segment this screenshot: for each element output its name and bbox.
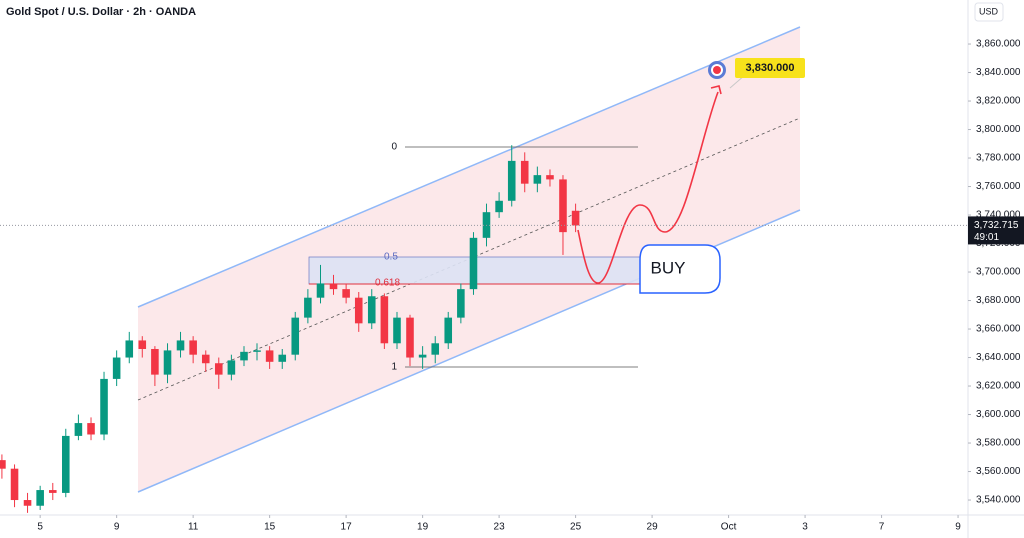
candle-body (10, 468, 19, 501)
candle-body (533, 175, 542, 184)
countdown-label: 49:01 (974, 232, 999, 243)
buy-bubble (639, 244, 721, 294)
candle-body (87, 423, 95, 435)
candle-body (393, 317, 401, 344)
candle-body (304, 297, 312, 318)
y-tick-label: 3,560.000 (976, 466, 1021, 477)
candle-body (469, 237, 478, 290)
target-box (735, 58, 805, 78)
x-tick-label: 5 (37, 522, 43, 533)
candle-body (520, 160, 529, 184)
candle-body (367, 296, 376, 324)
y-tick-label: 3,620.000 (976, 381, 1021, 392)
candle-body (342, 289, 350, 298)
projection-arrow (710, 85, 722, 95)
candle-body (457, 289, 465, 318)
candle-body (61, 435, 70, 493)
drawings: 0 0.5 0.618 1 BUY 3,830.000 (137, 26, 805, 493)
last-price-label: 3,732.715 (974, 220, 1019, 231)
candle-body (444, 317, 453, 344)
y-tick-label: 3,760.000 (976, 181, 1021, 192)
y-tick-label: 3,820.000 (976, 96, 1021, 107)
chart-title: Gold Spot / U.S. Dollar · 2h · OANDA (6, 6, 196, 18)
y-tick-label: 3,600.000 (976, 409, 1021, 420)
candle-body (406, 317, 414, 358)
x-tick-label: 17 (341, 522, 353, 533)
currency-box (974, 2, 1004, 22)
candle-body (0, 460, 6, 469)
x-tick-label: 7 (879, 522, 885, 533)
x-tick-label: 9 (114, 522, 120, 533)
fib-label: 0.618 (375, 278, 400, 289)
x-tick-label: 25 (570, 522, 582, 533)
y-tick-label: 3,700.000 (976, 267, 1021, 278)
target-icon (713, 66, 721, 74)
candle-body (163, 350, 172, 375)
candle-body (100, 378, 108, 435)
fib-label: 1 (391, 362, 397, 373)
candle-body (571, 210, 580, 226)
y-tick-label: 3,800.000 (976, 124, 1021, 135)
x-tick-label: 11 (188, 522, 199, 533)
candle-body (36, 490, 44, 506)
y-tick-label: 3,740.000 (976, 210, 1021, 221)
x-tick-label: 19 (417, 522, 429, 533)
y-tick-label: 3,660.000 (976, 324, 1021, 335)
x-tick-label: 23 (494, 522, 506, 533)
fib-label: 0 (391, 142, 397, 153)
candle-body (495, 200, 503, 213)
candle-body (431, 343, 440, 355)
x-tick-label: 15 (264, 522, 276, 533)
candle-body (74, 423, 83, 436)
candle-body (265, 350, 274, 362)
candle-body (418, 354, 427, 358)
candle-body (316, 283, 325, 298)
y-tick-label: 3,580.000 (976, 438, 1021, 449)
y-tick-label: 3,680.000 (976, 295, 1021, 306)
candle-body (253, 350, 261, 352)
candle-body (176, 340, 185, 351)
candle-body (329, 283, 338, 290)
candle-body (125, 340, 134, 358)
candle-body (201, 354, 210, 364)
y-tick-label: 3,780.000 (976, 153, 1021, 164)
buy-label: BUY (651, 258, 686, 277)
candle-body (214, 363, 223, 375)
candle-body (380, 296, 389, 344)
x-tick-label: 3 (802, 522, 808, 533)
candle-body (151, 348, 159, 375)
y-tick-label: 3,640.000 (976, 352, 1021, 363)
candle-body (559, 179, 567, 233)
projection-path (577, 91, 719, 284)
x-tick-label: Oct (721, 522, 737, 533)
candle-body (278, 354, 287, 362)
target-label: 3,830.000 (746, 62, 795, 74)
candle-body (507, 160, 516, 201)
y-tick-label: 3,860.000 (976, 39, 1021, 50)
y-tick-label: 3,840.000 (976, 67, 1021, 78)
candle-body (546, 175, 554, 180)
candle-body (138, 340, 147, 349)
candle-body (291, 317, 300, 355)
x-tick-label: 9 (955, 522, 961, 533)
candle-body (48, 490, 57, 493)
x-tick-label: 29 (647, 522, 659, 533)
candle-body (354, 297, 363, 324)
candle-body (240, 351, 248, 361)
candle-body (227, 360, 236, 375)
fib-label: 0.5 (384, 252, 398, 263)
y-tick-label: 3,540.000 (976, 495, 1021, 506)
candles (0, 145, 580, 513)
currency-label: USD (979, 6, 999, 16)
candle-body (189, 340, 197, 355)
candle-body (112, 357, 121, 379)
channel-upper (137, 26, 801, 308)
last-price-box (968, 216, 1024, 245)
candle-body (23, 500, 32, 506)
